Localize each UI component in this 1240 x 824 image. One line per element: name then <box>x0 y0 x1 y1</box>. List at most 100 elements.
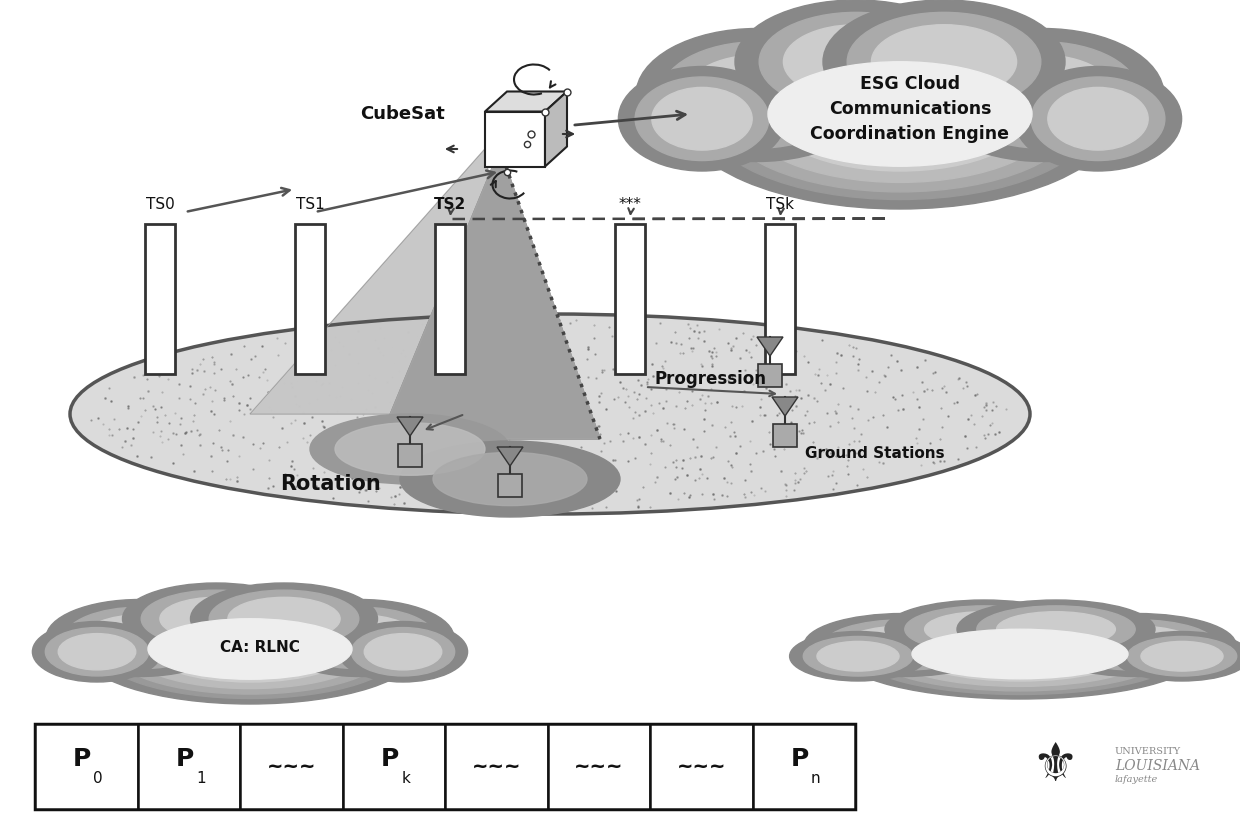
FancyBboxPatch shape <box>615 224 645 374</box>
FancyBboxPatch shape <box>145 224 175 374</box>
Ellipse shape <box>351 628 455 676</box>
Ellipse shape <box>310 414 510 484</box>
Ellipse shape <box>365 634 441 670</box>
Ellipse shape <box>46 628 149 676</box>
Ellipse shape <box>83 615 196 661</box>
Text: ~~~: ~~~ <box>574 757 624 776</box>
Ellipse shape <box>335 423 485 475</box>
Text: 1: 1 <box>196 771 206 786</box>
Ellipse shape <box>191 583 377 654</box>
Ellipse shape <box>923 29 1164 162</box>
Ellipse shape <box>684 55 830 135</box>
FancyBboxPatch shape <box>445 724 548 809</box>
Ellipse shape <box>768 57 1032 171</box>
Ellipse shape <box>890 621 1149 686</box>
Ellipse shape <box>433 452 587 506</box>
Polygon shape <box>485 91 567 111</box>
Ellipse shape <box>804 614 1002 677</box>
Ellipse shape <box>735 0 977 124</box>
Ellipse shape <box>304 615 417 661</box>
Ellipse shape <box>873 617 1168 691</box>
Ellipse shape <box>790 631 926 681</box>
Ellipse shape <box>1114 631 1240 681</box>
Ellipse shape <box>858 614 1182 695</box>
Ellipse shape <box>925 611 1043 647</box>
Ellipse shape <box>198 633 301 666</box>
Text: ***: *** <box>619 197 641 212</box>
Ellipse shape <box>839 609 1200 699</box>
Text: n: n <box>811 771 821 786</box>
Ellipse shape <box>759 12 952 111</box>
FancyBboxPatch shape <box>241 724 342 809</box>
Text: TS1: TS1 <box>295 197 325 212</box>
Ellipse shape <box>285 607 435 669</box>
Ellipse shape <box>835 86 966 143</box>
Ellipse shape <box>160 597 272 640</box>
Ellipse shape <box>885 600 1083 658</box>
Ellipse shape <box>719 36 1080 192</box>
Ellipse shape <box>971 55 1116 135</box>
Ellipse shape <box>69 314 1030 514</box>
Polygon shape <box>250 149 520 414</box>
FancyBboxPatch shape <box>758 364 782 387</box>
Ellipse shape <box>228 597 340 640</box>
Ellipse shape <box>997 611 1116 647</box>
Text: ESG Cloud
Communications
Coordination Engine: ESG Cloud Communications Coordination En… <box>811 75 1009 143</box>
Ellipse shape <box>660 42 854 148</box>
Text: P: P <box>176 747 193 771</box>
Text: Ground Stations: Ground Stations <box>805 447 945 461</box>
Ellipse shape <box>619 67 786 171</box>
Ellipse shape <box>401 441 620 517</box>
Ellipse shape <box>784 25 929 99</box>
Ellipse shape <box>823 0 1065 124</box>
Text: TS2: TS2 <box>434 197 466 212</box>
FancyBboxPatch shape <box>138 724 241 809</box>
Ellipse shape <box>905 606 1063 653</box>
FancyBboxPatch shape <box>773 424 797 447</box>
Ellipse shape <box>1058 620 1216 670</box>
Ellipse shape <box>1127 636 1236 676</box>
Ellipse shape <box>804 636 913 676</box>
Ellipse shape <box>680 19 1120 209</box>
Ellipse shape <box>977 606 1135 653</box>
Text: ~~~: ~~~ <box>677 757 725 776</box>
Ellipse shape <box>81 594 420 704</box>
FancyBboxPatch shape <box>295 224 325 374</box>
FancyBboxPatch shape <box>35 724 856 809</box>
Ellipse shape <box>1038 614 1236 677</box>
Ellipse shape <box>97 600 403 699</box>
Ellipse shape <box>1032 77 1164 161</box>
Ellipse shape <box>32 621 161 682</box>
Ellipse shape <box>742 45 1059 182</box>
Ellipse shape <box>872 25 1017 99</box>
Text: P: P <box>73 747 92 771</box>
Text: ~~~: ~~~ <box>471 757 521 776</box>
Ellipse shape <box>817 641 899 671</box>
Ellipse shape <box>1014 67 1182 171</box>
Text: CubeSat: CubeSat <box>361 105 445 123</box>
FancyBboxPatch shape <box>650 724 753 809</box>
Polygon shape <box>773 397 799 416</box>
Ellipse shape <box>339 621 467 682</box>
Ellipse shape <box>141 590 291 648</box>
Ellipse shape <box>1141 641 1223 671</box>
Ellipse shape <box>128 610 372 689</box>
Text: P: P <box>791 747 808 771</box>
Ellipse shape <box>1048 87 1148 150</box>
Ellipse shape <box>652 87 753 150</box>
Text: Progression: Progression <box>655 370 768 388</box>
Ellipse shape <box>64 607 215 669</box>
Ellipse shape <box>801 71 999 157</box>
Ellipse shape <box>46 600 233 677</box>
Text: lafayette: lafayette <box>1115 775 1158 784</box>
FancyBboxPatch shape <box>498 474 522 497</box>
Ellipse shape <box>1078 626 1197 664</box>
Polygon shape <box>379 149 600 439</box>
Text: Rotation: Rotation <box>280 474 381 494</box>
FancyBboxPatch shape <box>35 724 138 809</box>
Ellipse shape <box>148 616 352 682</box>
Ellipse shape <box>946 42 1140 148</box>
Ellipse shape <box>58 634 135 670</box>
Ellipse shape <box>823 620 982 670</box>
Text: CA: RLNC: CA: RLNC <box>219 639 300 654</box>
